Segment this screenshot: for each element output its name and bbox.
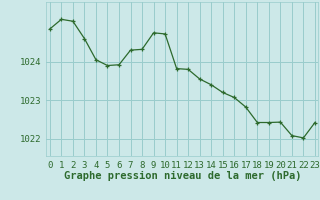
X-axis label: Graphe pression niveau de la mer (hPa): Graphe pression niveau de la mer (hPa) xyxy=(64,171,301,181)
